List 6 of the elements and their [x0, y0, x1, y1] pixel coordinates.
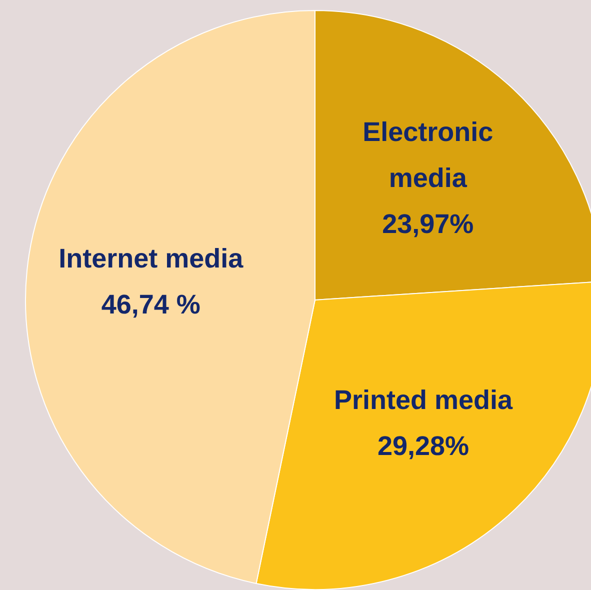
data-label: 23,97%: [382, 209, 474, 240]
slice-label: Electronic media: [362, 117, 494, 194]
slice-label: Internet media: [58, 244, 244, 274]
slice-label: Printed media: [334, 385, 514, 416]
data-label: 46,74 %: [101, 290, 200, 320]
data-label: 29,28%: [377, 431, 470, 462]
